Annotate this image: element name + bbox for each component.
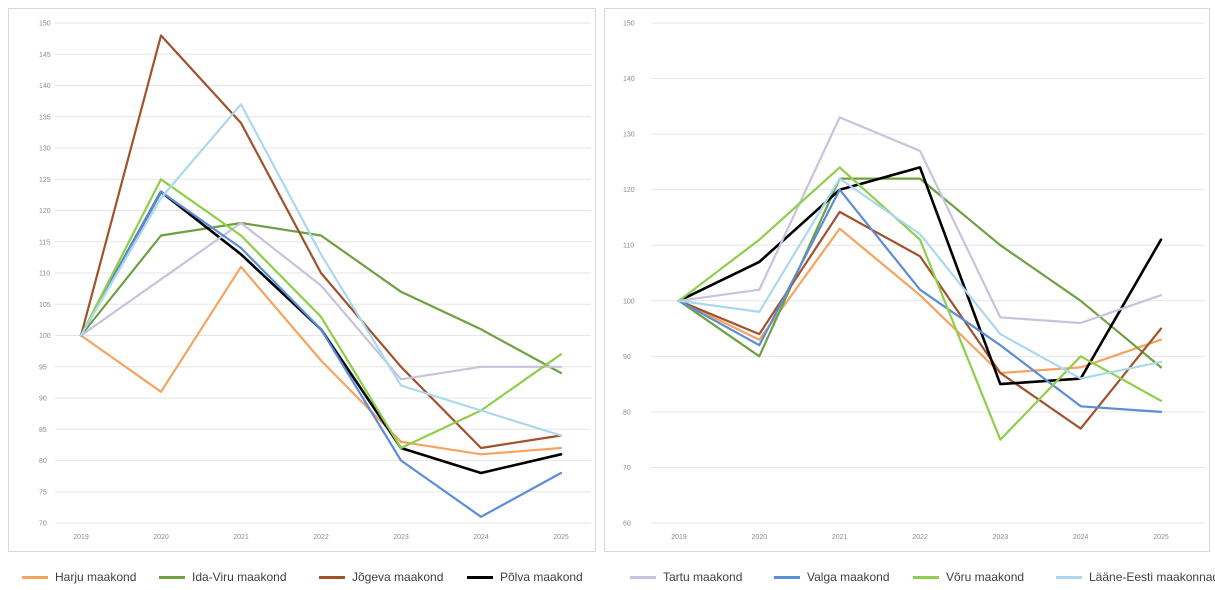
legend-swatch [913, 575, 939, 579]
series-line-v-ru-maakond [79, 178, 563, 450]
legend-item: Valga maakond [774, 566, 890, 588]
legend-swatch [22, 575, 48, 579]
series-line-p-lva-maakond [79, 190, 563, 475]
legend-swatch [319, 575, 345, 579]
legend-label: Valga maakond [807, 570, 890, 584]
y-tick-label: 140 [39, 83, 51, 90]
legend-item: Lääne-Eesti maakonnad [1056, 566, 1215, 588]
series-line-v-ru-maakond [677, 166, 1163, 441]
x-tick-label: 2022 [912, 534, 928, 541]
x-tick-label: 2025 [1153, 534, 1169, 541]
series-line-tartu-maakond [79, 221, 563, 381]
legend-swatch [774, 575, 800, 579]
y-tick-label: 100 [623, 298, 635, 305]
series-line-l-ne-eesti-maakonnad [677, 177, 1163, 380]
x-tick-label: 2020 [752, 534, 768, 541]
x-tick-label: 2020 [153, 534, 169, 541]
y-tick-label: 130 [623, 132, 635, 139]
y-tick-label: 145 [39, 52, 51, 59]
chart-panel-right: 60 70 80 90 100 110 120 130 140 150 2019 2020 2021 20… [604, 8, 1210, 552]
x-tick-label: 2024 [1073, 534, 1089, 541]
chart-panel-left: 70 75 80 85 90 95 100 105 110 115 120 125 130 135 140 1… [8, 8, 596, 552]
y-tick-label: 150 [623, 21, 635, 28]
legend-swatch [1056, 575, 1082, 579]
y-tick-label: 115 [39, 239, 50, 246]
x-tick-label: 2021 [832, 534, 848, 541]
series-line-tartu-maakond [677, 116, 1163, 325]
series-line-harju-maakond [79, 265, 563, 456]
legend-item: Ida-Viru maakond [159, 566, 287, 588]
y-tick-label: 100 [39, 333, 51, 340]
x-tick-label: 2023 [993, 534, 1009, 541]
y-tick-label: 140 [623, 76, 635, 83]
series-line-valga-maakond [79, 190, 563, 518]
y-tick-label: 75 [39, 489, 47, 496]
y-tick-label: 110 [623, 243, 634, 250]
legend-item: Võru maakond [913, 566, 1024, 588]
x-tick-label: 2023 [393, 534, 409, 541]
x-tick-label: 2019 [671, 534, 687, 541]
legend-label: Jõgeva maakond [352, 570, 444, 584]
legend-label: Lääne-Eesti maakonnad [1089, 570, 1215, 584]
series-line-ida-viru-maakond [677, 177, 1163, 369]
line-chart-left: 70 75 80 85 90 95 100 105 110 115 120 125 130 135 140 1… [39, 21, 591, 541]
x-tick-label: 2019 [73, 534, 89, 541]
y-tick-label: 125 [39, 177, 51, 184]
legend-swatch [630, 575, 656, 579]
legend-swatch [467, 575, 493, 579]
legend-item: Põlva maakond [467, 566, 583, 588]
series-line-valga-maakond [677, 188, 1163, 413]
y-tick-label: 80 [623, 409, 631, 416]
series-line-j-geva-maakond [79, 34, 563, 450]
y-tick-label: 90 [623, 354, 631, 361]
legend-label: Harju maakond [55, 570, 137, 584]
legend-item: Harju maakond [22, 566, 136, 588]
legend-label: Tartu maakond [663, 570, 743, 584]
y-tick-label: 105 [39, 302, 51, 309]
x-tick-label: 2025 [553, 534, 569, 541]
series-line-l-ne-eesti-maakonnad [79, 103, 563, 437]
series-line-harju-maakond [677, 227, 1163, 375]
series-line-ida-viru-maakond [79, 221, 563, 375]
legend-label: Võru maakond [946, 570, 1025, 584]
series-line-j-geva-maakond [677, 210, 1163, 430]
y-tick-label: 120 [39, 208, 51, 215]
y-tick-label: 80 [39, 458, 47, 465]
line-chart-right: 60 70 80 90 100 110 120 130 140 150 2019 2020 2021 20… [623, 21, 1205, 541]
x-tick-label: 2022 [313, 534, 329, 541]
y-tick-label: 110 [39, 271, 50, 278]
y-tick-label: 60 [623, 521, 631, 528]
y-tick-label: 70 [623, 465, 631, 472]
y-tick-label: 70 [39, 521, 47, 528]
y-tick-label: 120 [623, 187, 635, 194]
y-tick-label: 95 [39, 364, 47, 371]
chart-legend: Harju maakond Ida-Viru maakond Jõgeva maak… [0, 566, 1215, 588]
legend-item: Tartu maakond [630, 566, 742, 588]
legend-item: Jõgeva maakond [319, 566, 443, 588]
y-tick-label: 85 [39, 427, 47, 434]
x-tick-label: 2024 [473, 534, 489, 541]
legend-label: Ida-Viru maakond [192, 570, 287, 584]
x-tick-label: 2021 [233, 534, 249, 541]
legend-swatch [159, 575, 185, 579]
y-tick-label: 130 [39, 146, 51, 153]
legend-label: Põlva maakond [500, 570, 583, 584]
y-tick-label: 90 [39, 396, 47, 403]
y-tick-label: 135 [39, 114, 51, 121]
y-tick-label: 150 [39, 21, 51, 28]
